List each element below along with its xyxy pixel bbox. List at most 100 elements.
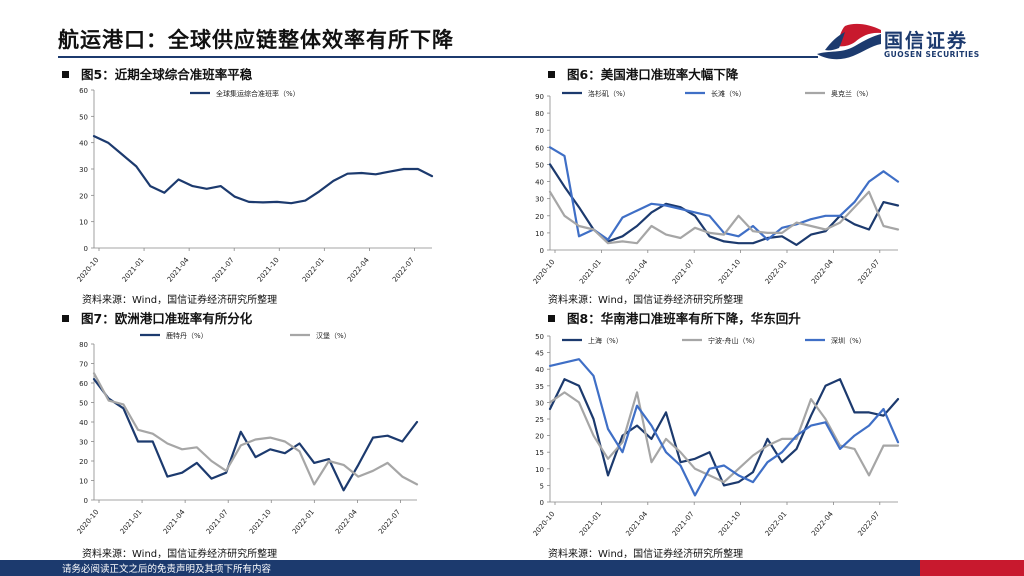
y-tick-label-2: 20 bbox=[535, 213, 544, 221]
x-tick-label-2: 2021-04 bbox=[624, 258, 649, 286]
x-tick-label-7: 2022-07 bbox=[856, 258, 881, 286]
y-tick-label-2: 20 bbox=[79, 192, 88, 200]
fig5-source: 资料来源：Wind，国信证券经济研究所整理 bbox=[82, 295, 278, 306]
y-tick-label-8: 40 bbox=[535, 366, 544, 374]
fig8-source: 资料来源：Wind，国信证券经济研究所整理 bbox=[548, 549, 744, 560]
x-tick-label-6: 2022-04 bbox=[810, 258, 835, 286]
y-tick-label-2: 10 bbox=[535, 466, 544, 474]
y-tick-label-7: 70 bbox=[535, 127, 544, 135]
y-tick-label-3: 30 bbox=[535, 196, 544, 204]
series-line-2 bbox=[548, 358, 900, 497]
x-tick-label-6: 2022-04 bbox=[346, 256, 371, 284]
fig7-source: 资料来源：Wind，国信证券经济研究所整理 bbox=[82, 549, 278, 560]
x-tick-label-0: 2020-10 bbox=[76, 256, 101, 284]
y-tick-label-6: 60 bbox=[79, 87, 88, 95]
x-tick-label-2: 2021-04 bbox=[166, 256, 191, 284]
y-tick-label-9: 45 bbox=[535, 350, 544, 358]
y-tick-label-4: 40 bbox=[79, 419, 88, 427]
series-line-0 bbox=[92, 377, 419, 492]
x-tick-label-0: 2020-10 bbox=[532, 258, 557, 286]
series-line-1 bbox=[548, 146, 900, 241]
fig6-title: 图6：美国港口准班率大幅下降 bbox=[567, 67, 739, 82]
x-tick-label-1: 2021-01 bbox=[119, 508, 144, 536]
y-tick-label-6: 30 bbox=[535, 399, 544, 407]
legend-label-1: 宁波-舟山（%） bbox=[708, 336, 759, 345]
fig5-chart: 0 10 20 30 40 50 60 2020-10 2021-01 2021-04 2021-0… bbox=[76, 87, 434, 284]
fig6-source: 资料来源：Wind，国信证券经济研究所整理 bbox=[548, 295, 744, 306]
x-tick-label-4: 2021-10 bbox=[256, 256, 281, 284]
page-title: 航运港口：全球供应链整体效率有所下降 bbox=[58, 28, 454, 52]
footer-disclaimer: 请务必阅读正文之后的免责声明及其项下所有内容 bbox=[62, 564, 272, 575]
legend-label-2: 深圳（%） bbox=[831, 336, 866, 345]
bullet-square-icon bbox=[62, 315, 69, 322]
series-line-1 bbox=[548, 391, 900, 484]
y-tick-label-0: 0 bbox=[540, 247, 544, 255]
x-tick-label-7: 2022-07 bbox=[377, 508, 402, 536]
y-tick-label-7: 70 bbox=[79, 361, 88, 369]
legend-label-0: 上海（%） bbox=[588, 336, 623, 345]
legend-label-1: 汉堡（%） bbox=[316, 331, 351, 340]
series-line-1 bbox=[92, 372, 419, 486]
x-tick-label-3: 2021-07 bbox=[671, 510, 696, 538]
x-tick-label-2: 2021-04 bbox=[624, 510, 649, 538]
x-tick-label-6: 2022-04 bbox=[810, 510, 835, 538]
footer-bar: 请务必阅读正文之后的免责声明及其项下所有内容 bbox=[0, 560, 1024, 576]
y-tick-label-1: 10 bbox=[79, 478, 88, 486]
y-tick-label-6: 60 bbox=[535, 144, 544, 152]
y-tick-label-4: 20 bbox=[535, 433, 544, 441]
legend-label-2: 奥克兰（%） bbox=[831, 89, 873, 98]
x-tick-label-0: 2020-10 bbox=[532, 510, 557, 538]
guosen-logo-icon bbox=[817, 23, 881, 60]
y-tick-label-4: 40 bbox=[79, 140, 88, 148]
x-tick-label-1: 2021-01 bbox=[578, 510, 603, 538]
y-tick-label-5: 50 bbox=[79, 113, 88, 121]
y-tick-label-0: 0 bbox=[84, 245, 88, 253]
logo-text-cn: 国信证券 bbox=[884, 30, 969, 52]
footer-accent bbox=[920, 560, 1024, 576]
y-tick-label-2: 20 bbox=[79, 458, 88, 466]
fig6-title-row: 图6：美国港口准班率大幅下降 bbox=[548, 64, 738, 83]
fig7-title: 图7：欧洲港口准班率有所分化 bbox=[81, 311, 253, 326]
bullet-square-icon bbox=[62, 71, 69, 78]
y-tick-label-7: 35 bbox=[535, 383, 544, 391]
fig8-title-row: 图8：华南港口准班率有所下降，华东回升 bbox=[548, 308, 801, 327]
x-tick-label-0: 2020-10 bbox=[76, 508, 101, 536]
legend-label-0: 全球集运综合准班率（%） bbox=[216, 89, 300, 98]
y-tick-label-8: 80 bbox=[535, 110, 544, 118]
y-tick-label-5: 50 bbox=[535, 161, 544, 169]
legend-label-0: 鹿特丹（%） bbox=[166, 331, 208, 340]
legend-label-0: 洛杉矶（%） bbox=[588, 89, 630, 98]
y-tick-label-5: 25 bbox=[535, 416, 544, 424]
fig7-chart: 0 10 20 30 40 50 60 70 80 2020-10 2021-01 2021-04 20… bbox=[76, 331, 419, 536]
series-line-0 bbox=[92, 134, 434, 205]
y-tick-label-3: 30 bbox=[79, 439, 88, 447]
x-tick-label-5: 2022-01 bbox=[764, 258, 789, 286]
y-tick-label-6: 60 bbox=[79, 380, 88, 388]
series-line-2 bbox=[548, 190, 900, 245]
x-tick-label-1: 2021-01 bbox=[578, 258, 603, 286]
y-tick-label-0: 0 bbox=[84, 497, 88, 505]
y-tick-label-4: 40 bbox=[535, 179, 544, 187]
x-tick-label-6: 2022-04 bbox=[334, 508, 359, 536]
x-tick-label-4: 2021-10 bbox=[717, 258, 742, 286]
y-tick-label-1: 5 bbox=[540, 482, 544, 490]
legend-label-1: 长滩（%） bbox=[711, 89, 746, 98]
fig6-chart: 0 10 20 30 40 50 60 70 80 90 2020-10 2021-01 2021-04… bbox=[532, 89, 900, 286]
logo-text-en: GUOSEN SECURITIES bbox=[884, 50, 980, 59]
x-tick-label-7: 2022-07 bbox=[391, 256, 416, 284]
y-tick-label-0: 0 bbox=[540, 499, 544, 507]
x-tick-label-1: 2021-01 bbox=[121, 256, 146, 284]
x-tick-label-5: 2022-01 bbox=[291, 508, 316, 536]
title-divider bbox=[58, 56, 818, 58]
x-tick-label-5: 2022-01 bbox=[764, 510, 789, 538]
y-tick-label-3: 15 bbox=[535, 449, 544, 457]
x-tick-label-4: 2021-10 bbox=[717, 510, 742, 538]
series-line-0 bbox=[548, 378, 900, 487]
x-tick-label-3: 2021-07 bbox=[211, 256, 236, 284]
x-tick-label-3: 2021-07 bbox=[671, 258, 696, 286]
fig7-title-row: 图7：欧洲港口准班率有所分化 bbox=[62, 308, 252, 327]
y-tick-label-1: 10 bbox=[535, 230, 544, 238]
x-tick-label-4: 2021-10 bbox=[248, 508, 273, 536]
fig8-chart: 0 5 10 15 20 25 30 35 40 45 50 2020-10 2021-01 2021-0… bbox=[532, 333, 900, 538]
bullet-square-icon bbox=[548, 315, 555, 322]
